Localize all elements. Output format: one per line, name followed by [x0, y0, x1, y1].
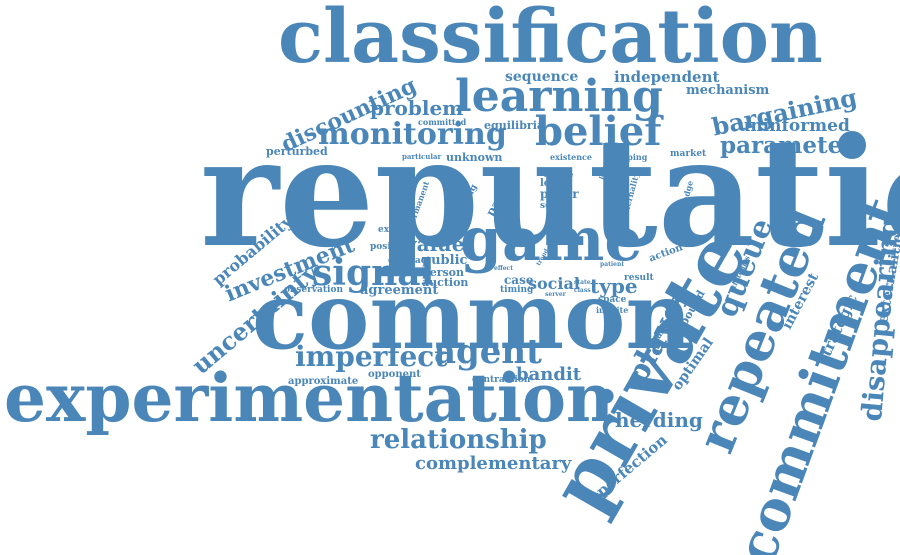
- word-patient: patient: [600, 261, 625, 268]
- word-unknown: unknown: [446, 151, 503, 164]
- word-perturbed: perturbed: [266, 145, 328, 158]
- word-agent: agent: [434, 332, 542, 372]
- word-monitoring: monitoring: [318, 117, 507, 152]
- word-mechanism: mechanism: [686, 83, 770, 98]
- word-person: person: [422, 266, 465, 279]
- word-space: space: [598, 295, 627, 305]
- word-case: case: [504, 273, 534, 287]
- word-complementary: complementary: [415, 453, 572, 474]
- word-state: state: [574, 279, 591, 286]
- word-contraction: contraction: [472, 375, 531, 385]
- word-reputation: reputation: [200, 105, 900, 281]
- word-short: short: [546, 231, 570, 241]
- word-positive: positive: [370, 242, 410, 252]
- word-symmetric: symmetric: [304, 201, 357, 211]
- word-extend: extend: [378, 225, 412, 235]
- word-imperfect: imperfect: [295, 340, 448, 373]
- word-type: type: [590, 274, 638, 298]
- word-agreement: agreement: [360, 283, 439, 298]
- word-effect: effect: [494, 265, 513, 272]
- word-classification: classification: [278, 0, 823, 80]
- word-existence: existence: [550, 152, 592, 162]
- word-sequence: sequence: [505, 69, 579, 85]
- word-value: value: [405, 232, 465, 256]
- word-particular: particular: [402, 152, 442, 161]
- word-game: game: [460, 205, 643, 275]
- word-market: market: [670, 149, 707, 159]
- word-uninformed: uninformed: [738, 116, 850, 136]
- word-equilibria: equilibria: [484, 119, 545, 132]
- word-mapping: mapping: [608, 152, 648, 162]
- word-server: server: [545, 291, 566, 298]
- word-opponent: opponent: [368, 369, 421, 380]
- word-committed: committed: [418, 117, 467, 127]
- word-independent: independent: [614, 68, 720, 86]
- word-paper: paper: [540, 187, 579, 201]
- word-seller: seller: [540, 201, 569, 211]
- word-approximate: approximate: [288, 376, 359, 387]
- word-timing: timing: [500, 285, 534, 295]
- word-social: social: [528, 274, 580, 293]
- word-common: common: [252, 262, 693, 370]
- word-class: class: [574, 287, 591, 294]
- word-result: result: [624, 273, 654, 283]
- word-auction: auction: [422, 276, 469, 289]
- word-contract: contract: [388, 256, 431, 266]
- word-lower: lower: [540, 178, 571, 189]
- word-herding: herding: [615, 408, 703, 432]
- word-experimentation: experimentation: [4, 359, 614, 437]
- word-signal: signal: [312, 252, 435, 294]
- word-bandit: bandit: [516, 364, 582, 385]
- word-infinite: infinite: [596, 305, 629, 315]
- word-problem: problem: [370, 96, 464, 120]
- word-observation: observation: [284, 285, 344, 295]
- word-learning: learning: [455, 71, 663, 122]
- word-public: public: [422, 253, 468, 268]
- word-relationship: relationship: [370, 425, 547, 455]
- word-analyze: analyze: [544, 170, 574, 179]
- word-belief: belief: [535, 108, 662, 155]
- word-parameter: parameter: [720, 132, 855, 159]
